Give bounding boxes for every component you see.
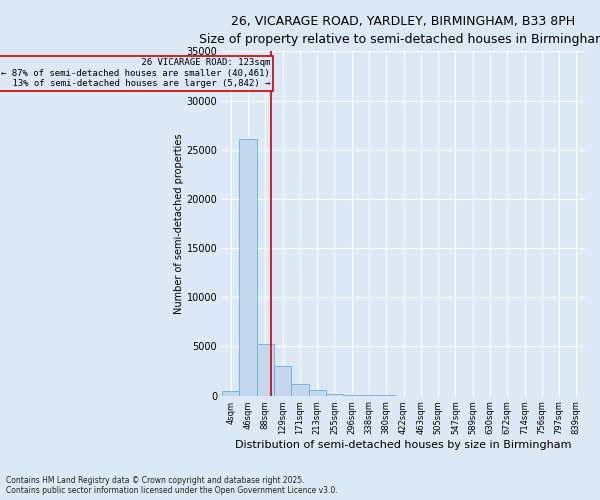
Text: Contains HM Land Registry data © Crown copyright and database right 2025.
Contai: Contains HM Land Registry data © Crown c… xyxy=(6,476,338,495)
Text: 26 VICARAGE ROAD: 123sqm
← 87% of semi-detached houses are smaller (40,461)
 13%: 26 VICARAGE ROAD: 123sqm ← 87% of semi-d… xyxy=(1,58,270,88)
Bar xyxy=(308,390,326,396)
Bar xyxy=(274,366,291,396)
X-axis label: Distribution of semi-detached houses by size in Birmingham: Distribution of semi-detached houses by … xyxy=(235,440,572,450)
Y-axis label: Number of semi-detached properties: Number of semi-detached properties xyxy=(173,133,184,314)
Bar xyxy=(222,390,239,396)
Bar xyxy=(239,139,257,396)
Title: 26, VICARAGE ROAD, YARDLEY, BIRMINGHAM, B33 8PH
Size of property relative to sem: 26, VICARAGE ROAD, YARDLEY, BIRMINGHAM, … xyxy=(199,15,600,46)
Bar xyxy=(326,394,343,396)
Bar xyxy=(291,384,308,396)
Bar xyxy=(257,344,274,396)
